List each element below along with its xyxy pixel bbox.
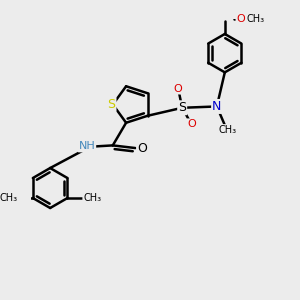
Text: CH₃: CH₃ xyxy=(219,125,237,135)
Text: S: S xyxy=(178,101,186,114)
Text: O: O xyxy=(236,14,245,24)
Text: NH: NH xyxy=(79,142,95,152)
Text: N: N xyxy=(212,100,221,113)
Text: S: S xyxy=(107,98,116,111)
Text: O: O xyxy=(174,84,183,94)
Text: O: O xyxy=(187,119,196,129)
Text: CH₃: CH₃ xyxy=(83,193,101,203)
Text: CH₃: CH₃ xyxy=(0,193,17,203)
Text: O: O xyxy=(137,142,147,154)
Text: CH₃: CH₃ xyxy=(246,14,265,24)
